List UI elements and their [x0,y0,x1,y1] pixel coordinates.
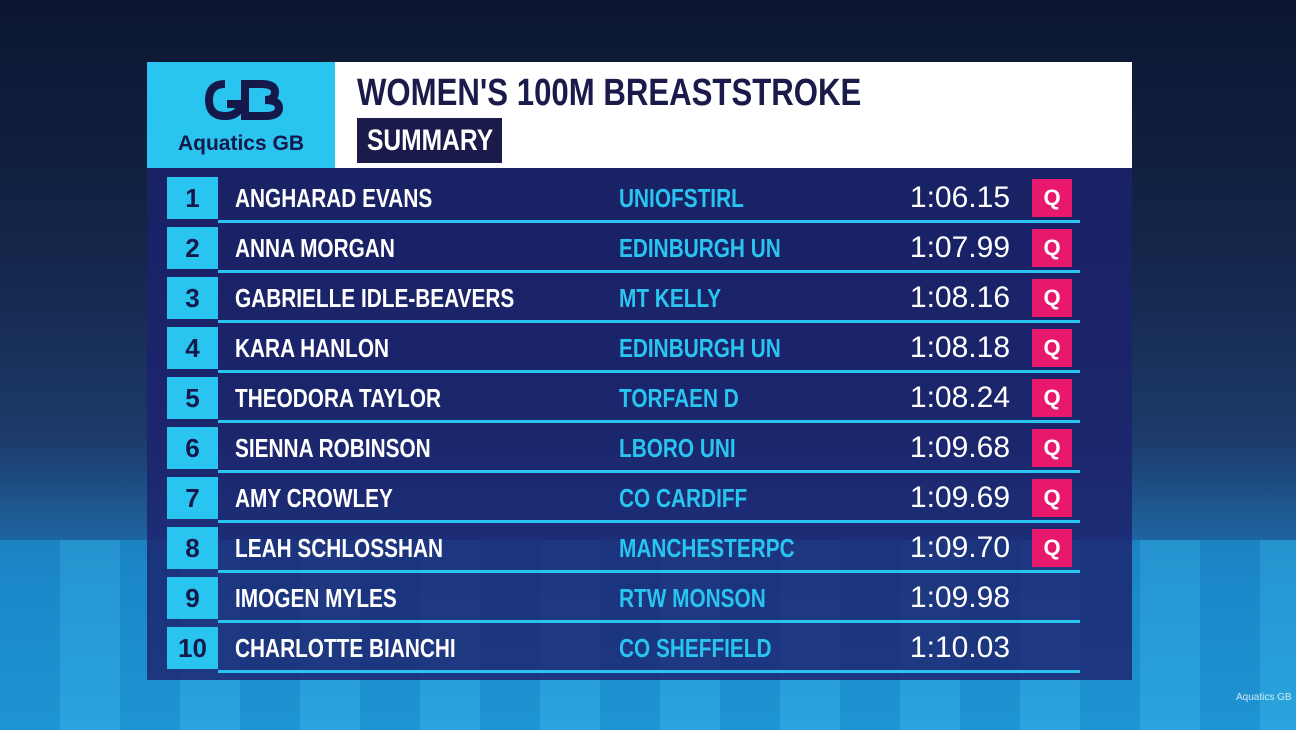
athlete-name: KARA HANLON [235,333,390,363]
club: RTW MONSON [619,583,766,613]
qualified-badge: Q [1032,529,1072,567]
rank: 5 [167,377,218,419]
row-divider [218,220,1080,223]
athlete-name: ANNA MORGAN [235,233,395,263]
time: 1:08.16 [909,281,1010,314]
athlete-name: IMOGEN MYLES [235,583,397,613]
row-divider [218,370,1080,373]
club: LBORO UNI [619,433,736,463]
time: 1:07.99 [909,231,1010,264]
row-divider [218,670,1080,673]
logo: Aquatics GB [147,62,335,168]
rank: 2 [167,227,218,269]
rank: 4 [167,327,218,369]
club: MANCHESTERPC [619,533,795,563]
qualified-badge: Q [1032,179,1072,217]
logo-text: Aquatics GB [177,132,305,155]
watermark: Aquatics GB [1236,692,1292,703]
athlete-name: LEAH SCHLOSSHAN [235,533,444,563]
club: EDINBURGH UN [619,233,781,263]
qualified-badge: Q [1032,329,1072,367]
title: WOMEN'S 100M BREASTSTROKE [357,72,862,114]
row-divider [218,420,1080,423]
qualified-badge: Q [1032,429,1072,467]
time: 1:09.98 [909,581,1010,614]
time: 1:09.70 [909,531,1010,564]
rank: 9 [167,577,218,619]
rank: 6 [167,427,218,469]
qualified-badge: Q [1032,229,1072,267]
athlete-name: THEODORA TAYLOR [235,383,442,413]
row-divider [218,470,1080,473]
time: 1:06.15 [909,181,1010,214]
athlete-name: ANGHARAD EVANS [235,183,433,213]
time: 1:09.69 [909,481,1010,514]
row-divider [218,520,1080,523]
row-divider [218,620,1080,623]
time: 1:09.68 [909,431,1010,464]
athlete-name: GABRIELLE IDLE-BEAVERS [235,283,515,313]
subtitle: SUMMARY [367,124,494,157]
club: UNIOFSTIRL [619,183,744,213]
club: EDINBURGH UN [619,333,781,363]
rank: 3 [167,277,218,319]
athlete-name: CHARLOTTE BIANCHI [235,633,456,663]
row-divider [218,320,1080,323]
subtitle-box: SUMMARY [357,118,502,163]
rank: 1 [167,177,218,219]
qualified-badge: Q [1032,379,1072,417]
row-divider [218,270,1080,273]
logo-shape [241,80,284,120]
club: MT KELLY [619,283,722,313]
results-panel [147,168,1132,680]
logo-mark [204,80,284,121]
logo-shape [204,80,246,121]
qualified-badge: Q [1032,479,1072,517]
time: 1:08.18 [909,331,1010,364]
rank: 7 [167,477,218,519]
rank: 8 [167,527,218,569]
time: 1:08.24 [909,381,1010,414]
rank: 10 [167,627,218,669]
club: CO SHEFFIELD [619,633,772,663]
qualified-badge: Q [1032,279,1072,317]
club: CO CARDIFF [619,483,748,513]
time: 1:10.03 [909,631,1010,664]
athlete-name: SIENNA ROBINSON [235,433,431,463]
row-divider [218,570,1080,573]
club: TORFAEN D [619,383,739,413]
athlete-name: AMY CROWLEY [235,483,393,513]
